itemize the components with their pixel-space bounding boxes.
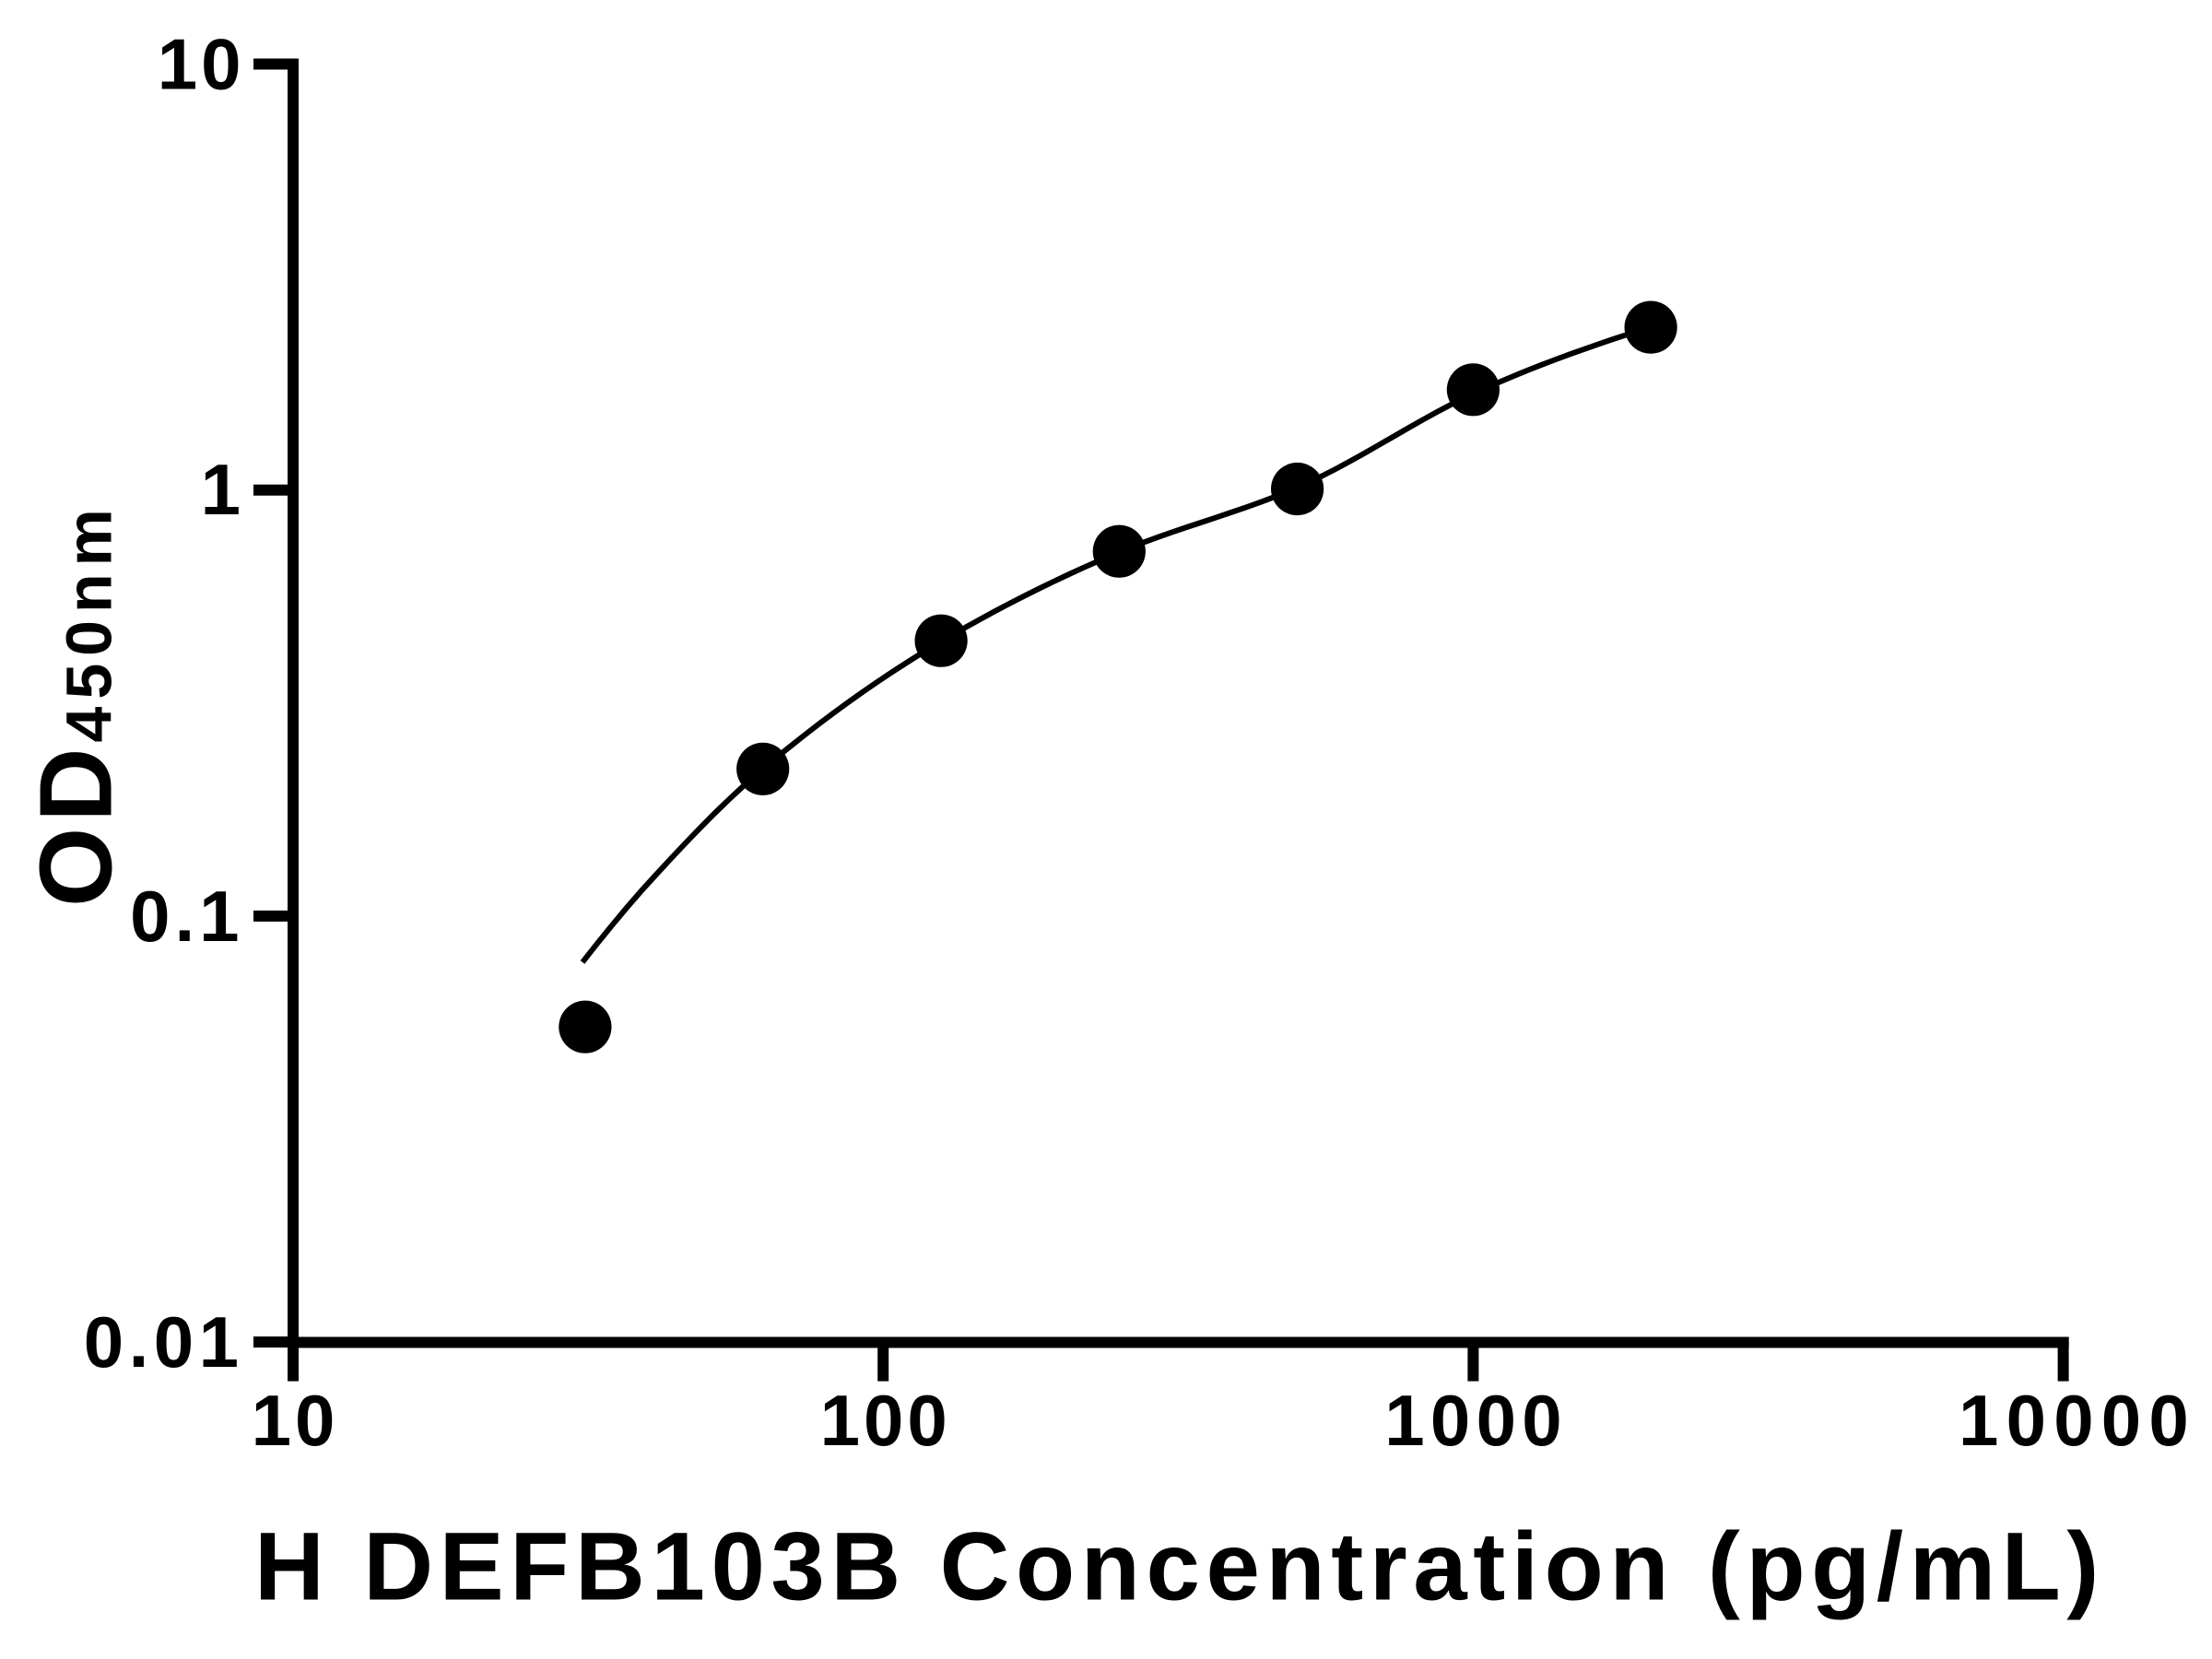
svg-text:1: 1 (201, 449, 244, 530)
svg-text:0.01: 0.01 (84, 1301, 244, 1382)
svg-text:1000: 1000 (1384, 1380, 1568, 1461)
svg-text:10: 10 (252, 1380, 339, 1461)
svg-text:H DEFB103B Concentration (pg/m: H DEFB103B Concentration (pg/mL) (254, 1512, 2105, 1620)
svg-text:100: 100 (820, 1380, 951, 1461)
svg-text:10000: 10000 (1959, 1380, 2196, 1461)
svg-text:10: 10 (158, 24, 245, 105)
svg-text:0.1: 0.1 (130, 876, 243, 957)
